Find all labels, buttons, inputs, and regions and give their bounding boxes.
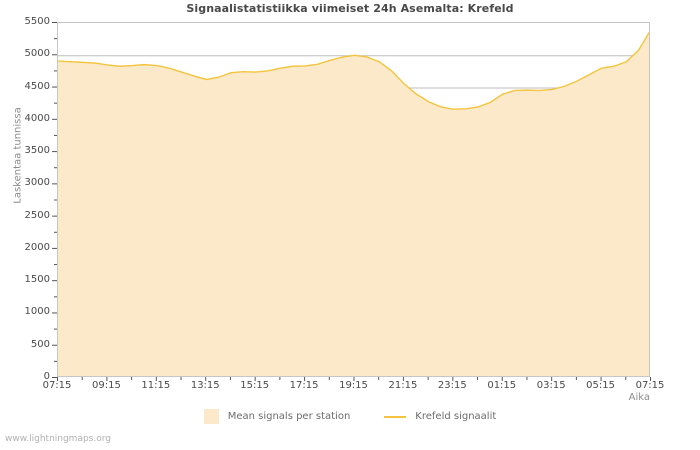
chart-plot-svg	[58, 31, 649, 376]
y-tick-label: 0	[43, 371, 50, 382]
y-tick-label: 4000	[24, 112, 50, 124]
y-tick-label: 2500	[24, 209, 50, 221]
x-tick-label: 09:15	[91, 380, 121, 391]
x-tick-label: 11:15	[141, 380, 171, 391]
chart-title: Signaalistatistiikka viimeiset 24h Asema…	[186, 2, 514, 15]
x-tick-label: 05:15	[586, 380, 615, 391]
legend-label: Krefeld signaalit	[415, 411, 497, 422]
y-tick-label: 3000	[24, 177, 50, 189]
x-tick-label: 01:15	[487, 380, 517, 391]
y-axis-tick-labels: 0 500 1000 1500 2000 2500 3000 3500 4000 4500 5000…	[0, 0, 50, 450]
x-tick-label: 03:15	[536, 380, 566, 391]
x-tick-label: 17:15	[289, 380, 319, 391]
y-tick-label: 500	[30, 338, 50, 350]
x-tick-label: 07:15	[42, 380, 72, 391]
y-tick-label: 3500	[24, 145, 50, 157]
x-axis-tick-labels: 07:15 09:15 11:15 13:15 15:15 17:15 19:15 21:15…	[0, 380, 700, 394]
footer-url: www.lightningmaps.org	[5, 434, 111, 444]
legend-item-mean-signals[interactable]: Mean signals per station	[203, 409, 351, 424]
y-tick-label: 1000	[24, 306, 50, 318]
y-axis-label: Laskentaa tunnissa	[12, 107, 24, 204]
x-tick-label: 15:15	[240, 380, 270, 391]
line-swatch-icon	[384, 415, 407, 418]
legend-label: Mean signals per station	[227, 411, 351, 422]
x-tick-label: 23:15	[437, 380, 467, 391]
y-tick-label: 5500	[24, 16, 50, 27]
x-tick-label: 13:15	[190, 380, 220, 391]
legend-item-krefeld-signaalit[interactable]: Krefeld signaalit	[384, 411, 496, 422]
plot-area	[57, 22, 650, 377]
y-tick-label: 4500	[24, 80, 50, 92]
x-tick-label: 19:15	[339, 380, 368, 391]
series-area-mean-signals-per-station	[58, 32, 649, 376]
x-tick-label: 21:15	[388, 380, 418, 391]
chart-legend: Mean signals per station Krefeld signaal…	[0, 409, 700, 424]
series-line-krefeld-signaalit	[58, 31, 649, 110]
y-tick-label: 5000	[24, 48, 50, 60]
y-tick-label: 2000	[24, 241, 50, 253]
x-tick-label: 07:15	[635, 380, 665, 391]
area-swatch-icon	[203, 409, 219, 424]
x-axis-label: Aika	[628, 392, 650, 403]
y-tick-label: 1500	[24, 274, 50, 286]
